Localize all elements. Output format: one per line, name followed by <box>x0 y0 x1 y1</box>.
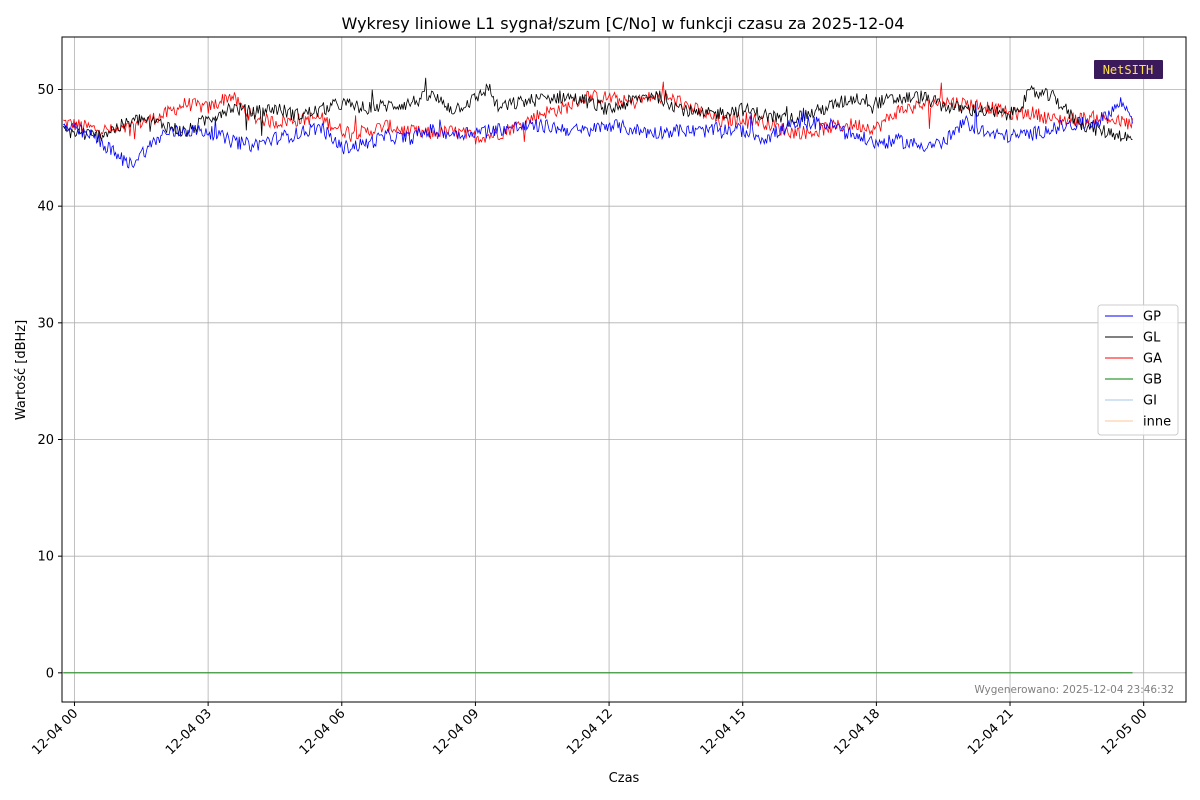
generated-timestamp: Wygenerowano: 2025-12-04 23:46:32 <box>974 684 1174 696</box>
legend-label-ga: GA <box>1143 352 1162 367</box>
y-tick-label: 20 <box>37 433 54 448</box>
x-tick-label: 12-04 18 <box>831 706 883 758</box>
plot-frame <box>61 36 1187 703</box>
x-axis-ticks: 12-04 00 12-04 03 12-04 06 12-04 09 12-04 12… <box>29 702 1151 758</box>
x-tick-label: 12-04 09 <box>430 706 482 758</box>
x-tick-label: 12-04 06 <box>297 706 349 758</box>
series-lines <box>62 77 1133 674</box>
legend-label-gi: GI <box>1143 394 1157 409</box>
y-axis-ticks: 0 10 20 30 40 50 <box>37 83 62 681</box>
x-tick-label: 12-05 00 <box>1099 706 1151 758</box>
y-tick-label: 10 <box>37 550 54 565</box>
chart-title: Wykresy liniowe L1 sygnał/szum [C/No] w … <box>342 14 905 33</box>
legend-label-inne: inne <box>1143 415 1171 430</box>
legend-label-gl: GL <box>1143 331 1161 346</box>
x-tick-label: 12-04 00 <box>29 706 81 758</box>
legend-label-gb: GB <box>1143 373 1162 388</box>
logo-text: NetSITH <box>1103 63 1154 77</box>
x-axis-label: Czas <box>609 771 640 786</box>
netsith-logo: NetSITH <box>1094 60 1163 79</box>
x-tick-label: 12-04 03 <box>163 706 215 758</box>
x-tick-label: 12-04 15 <box>698 706 750 758</box>
x-tick-label: 12-04 21 <box>965 706 1017 758</box>
y-tick-label: 40 <box>37 200 54 215</box>
y-tick-label: 30 <box>37 316 54 331</box>
series-line-gl <box>62 77 1133 143</box>
legend: GP GL GA GB GI inne <box>1097 304 1179 436</box>
y-tick-label: 0 <box>46 666 54 681</box>
y-axis-label: Wartość [dBHz] <box>14 320 29 420</box>
y-tick-label: 50 <box>37 83 54 98</box>
series-line-gp <box>63 97 1133 169</box>
x-tick-label: 12-04 12 <box>564 706 616 758</box>
legend-label-gp: GP <box>1143 310 1161 325</box>
grid <box>62 37 1186 702</box>
